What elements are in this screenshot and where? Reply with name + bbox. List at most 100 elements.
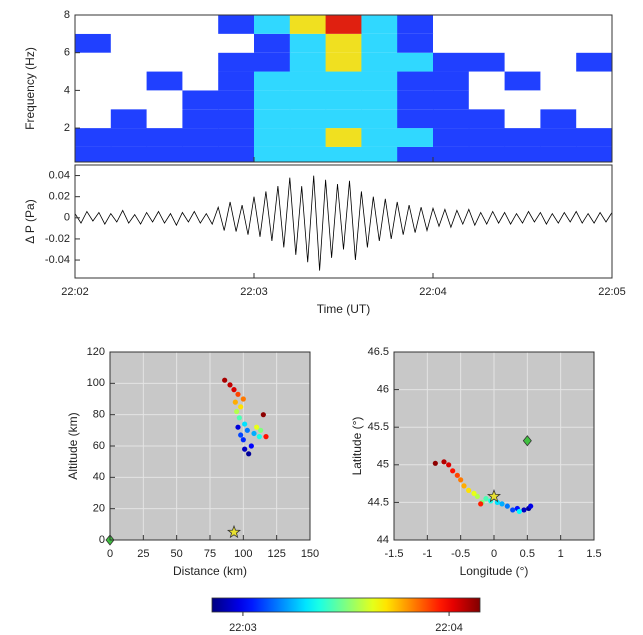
heat-cell — [397, 52, 434, 72]
x-tick-label: 22:02 — [61, 286, 89, 298]
heat-cell — [361, 128, 398, 147]
heat-cell — [110, 146, 148, 162]
heat-cell — [289, 146, 327, 162]
x-tick-label: 125 — [267, 548, 285, 560]
point — [471, 490, 477, 496]
station-star — [487, 489, 501, 503]
y-tick-label: 44.5 — [368, 496, 389, 508]
point — [474, 493, 480, 499]
x-tick-label: 0 — [491, 548, 497, 560]
heat-cell — [468, 33, 506, 53]
point — [246, 451, 252, 457]
station-star — [227, 524, 241, 539]
heat-cell — [218, 71, 255, 91]
heat-cell — [218, 146, 255, 162]
point — [234, 408, 240, 415]
heat-cell — [433, 128, 470, 147]
heat-cell — [182, 33, 219, 53]
heat-cell — [75, 128, 112, 147]
heat-cell — [504, 146, 541, 162]
heat-cell — [397, 109, 434, 129]
y-tick-label: 46.5 — [368, 346, 389, 358]
heat-cell — [75, 71, 112, 91]
x-tick-label: 150 — [301, 548, 319, 560]
point — [516, 508, 522, 515]
heat-cell — [325, 33, 362, 53]
heat-cell — [289, 15, 327, 34]
x-tick-label: 22:03 — [240, 286, 268, 298]
x-tick-label: 22:05 — [598, 286, 626, 298]
heat-cell — [146, 71, 183, 91]
heat-cell — [468, 90, 506, 110]
heat-cell — [361, 71, 398, 91]
heat-cell — [576, 128, 613, 147]
y-tick-label: 2 — [64, 122, 70, 134]
heat-cell — [397, 15, 434, 34]
y-tick-label: 45 — [377, 459, 389, 471]
y-axis-label: Frequency (Hz) — [23, 47, 37, 130]
y-tick-label: 46 — [377, 384, 389, 396]
heat-cell — [361, 33, 398, 53]
heat-cell — [397, 71, 434, 91]
y-tick-label: 4 — [64, 84, 70, 96]
heat-cell — [75, 33, 112, 53]
heat-cell — [146, 15, 183, 34]
heat-cell — [254, 52, 291, 72]
x-tick-label: -0.5 — [451, 548, 470, 560]
heat-cell — [504, 71, 541, 91]
heat-cell — [218, 52, 255, 72]
y-tick-label: 44 — [377, 534, 389, 546]
point — [499, 501, 505, 507]
heat-cell — [110, 109, 148, 129]
heat-cell — [576, 33, 613, 53]
heat-cell — [110, 128, 148, 147]
point — [483, 496, 489, 502]
source-diamond — [522, 435, 532, 447]
heat-cell — [75, 52, 112, 72]
heat-cell — [289, 52, 327, 72]
heat-cell — [468, 109, 506, 129]
point — [248, 443, 254, 449]
y-tick-label: 0.02 — [49, 191, 70, 203]
heat-cell — [540, 128, 577, 147]
heat-cell — [361, 52, 398, 72]
point — [251, 430, 257, 437]
point — [432, 460, 438, 466]
point — [521, 507, 527, 513]
heat-cell — [325, 109, 362, 129]
y-axis-label: Altitude (km) — [66, 412, 80, 479]
point — [461, 483, 467, 489]
heat-cell — [576, 90, 613, 110]
x-tick-label: 1 — [558, 548, 564, 560]
heat-cell — [540, 109, 577, 129]
heat-cell — [468, 52, 506, 72]
heat-cell — [504, 33, 541, 53]
heat-cell — [433, 71, 470, 91]
y-tick-label: -0.04 — [45, 254, 70, 266]
point — [232, 399, 238, 405]
y-tick-label: 8 — [64, 9, 70, 21]
heat-cell — [218, 109, 255, 129]
colorbar-tick-label: 22:04 — [435, 622, 463, 634]
point — [242, 421, 248, 427]
heat-cell — [576, 15, 613, 34]
y-tick-label: 45.5 — [368, 421, 389, 433]
heat-cell — [576, 146, 613, 162]
heat-cell — [182, 90, 219, 110]
point — [254, 424, 260, 430]
point — [227, 382, 233, 388]
colorbar-tick-label: 22:03 — [229, 622, 257, 634]
heat-cell — [504, 52, 541, 72]
heat-cell — [325, 52, 362, 72]
point — [244, 427, 250, 433]
heat-cell — [110, 15, 148, 34]
y-tick-label: 20 — [93, 503, 105, 515]
heat-cell — [110, 71, 148, 91]
heat-cell — [540, 52, 577, 72]
heat-cell — [504, 15, 541, 34]
heat-cell — [433, 90, 470, 110]
heat-cell — [110, 52, 148, 72]
point — [235, 424, 241, 430]
x-tick-label: 22:04 — [419, 286, 447, 298]
heat-cell — [325, 71, 362, 91]
